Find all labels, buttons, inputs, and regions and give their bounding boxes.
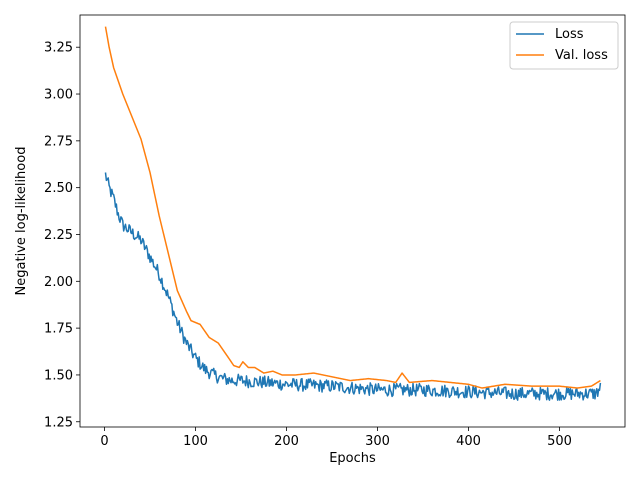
y-tick-label: 2.75 — [44, 134, 73, 149]
y-tick-label: 1.25 — [44, 415, 73, 430]
x-tick-label: 500 — [547, 434, 572, 449]
legend-label-val-loss: Val. loss — [555, 48, 608, 63]
y-axis: 1.25 1.50 1.75 2.00 2.25 2.50 2.75 3.00 3.25 — [44, 41, 80, 430]
x-tick-label: 400 — [456, 434, 481, 449]
x-tick-label: 300 — [365, 434, 390, 449]
x-tick-label: 200 — [274, 434, 299, 449]
y-tick-label: 2.25 — [44, 228, 73, 243]
x-axis-label: Epochs — [329, 451, 376, 466]
y-tick-label: 2.00 — [44, 275, 73, 290]
y-tick-label: 2.50 — [44, 181, 73, 196]
x-tick-label: 0 — [100, 434, 108, 449]
plot-lines — [104, 26, 602, 401]
y-tick-label: 1.75 — [44, 322, 73, 337]
plot-frame — [79, 14, 626, 428]
series-line-loss — [104, 172, 602, 401]
x-axis: 0 100 200 300 400 500 — [100, 427, 572, 449]
y-tick-label: 1.50 — [44, 368, 73, 383]
legend-label-loss: Loss — [555, 27, 584, 42]
x-tick-label: 100 — [183, 434, 208, 449]
legend: Loss Val. loss — [509, 21, 619, 70]
series-line-val-loss — [104, 26, 601, 389]
y-tick-label: 3.00 — [44, 88, 73, 103]
y-tick-label: 3.25 — [44, 41, 73, 56]
y-axis-label: Negative log-likelihood — [14, 147, 29, 296]
